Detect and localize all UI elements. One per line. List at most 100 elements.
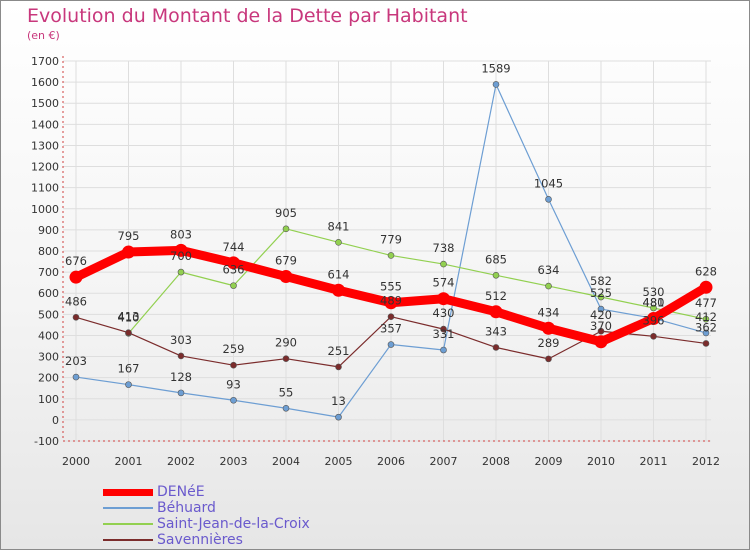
x-tick-label: 2011 bbox=[640, 455, 668, 468]
data-label: 512 bbox=[485, 289, 507, 303]
data-label: 803 bbox=[170, 227, 192, 241]
data-point bbox=[597, 305, 605, 313]
data-point bbox=[69, 270, 83, 284]
data-point bbox=[492, 81, 500, 88]
legend-swatch bbox=[103, 507, 153, 509]
data-label: 628 bbox=[695, 264, 717, 278]
y-tick-label: 700 bbox=[38, 266, 59, 279]
y-tick-label: 1300 bbox=[31, 139, 59, 152]
data-point bbox=[279, 270, 293, 284]
x-tick-label: 2002 bbox=[167, 455, 195, 468]
data-label: 303 bbox=[170, 333, 192, 347]
y-tick-label: 100 bbox=[38, 393, 59, 406]
data-point bbox=[545, 282, 552, 290]
data-point bbox=[177, 352, 185, 360]
data-label: 410 bbox=[118, 310, 140, 324]
data-point bbox=[437, 292, 450, 306]
data-point bbox=[387, 341, 395, 348]
data-label: 676 bbox=[65, 254, 87, 268]
data-point bbox=[332, 283, 345, 297]
data-point bbox=[597, 293, 605, 301]
legend-swatch bbox=[103, 488, 153, 496]
data-label: 1589 bbox=[481, 61, 510, 75]
data-label: 486 bbox=[65, 294, 87, 308]
x-tick-label: 2012 bbox=[692, 455, 720, 468]
data-label: 480 bbox=[643, 296, 665, 310]
data-point bbox=[230, 282, 237, 289]
data-point bbox=[440, 346, 447, 354]
y-tick-label: 800 bbox=[38, 245, 59, 258]
data-point bbox=[702, 329, 710, 337]
data-point bbox=[387, 313, 395, 320]
legend-item: Saint-Jean-de-la-Croix bbox=[103, 516, 310, 532]
data-label: 574 bbox=[433, 276, 455, 290]
y-tick-label: 1500 bbox=[31, 97, 59, 110]
data-label: 582 bbox=[590, 274, 612, 288]
data-point bbox=[492, 344, 500, 351]
y-tick-label: 300 bbox=[38, 351, 59, 364]
data-point bbox=[492, 271, 500, 279]
data-label: 289 bbox=[538, 336, 560, 350]
data-label: 362 bbox=[695, 320, 717, 334]
x-tick-label: 2001 bbox=[115, 455, 143, 468]
legend-label: Savennières bbox=[157, 532, 243, 548]
data-label: 413 bbox=[118, 310, 140, 324]
data-point bbox=[174, 243, 188, 257]
data-label: 481 bbox=[643, 295, 665, 309]
y-tick-label: 1000 bbox=[31, 203, 59, 216]
data-point bbox=[227, 256, 240, 270]
y-tick-label: 500 bbox=[38, 308, 59, 321]
data-label: 203 bbox=[65, 354, 87, 368]
x-tick-label: 2008 bbox=[482, 455, 510, 468]
legend-swatch bbox=[103, 523, 153, 525]
data-point bbox=[545, 195, 552, 203]
x-tick-label: 2005 bbox=[325, 455, 353, 468]
data-label: 795 bbox=[118, 229, 140, 243]
data-point bbox=[125, 381, 132, 388]
data-point bbox=[177, 389, 185, 397]
data-label: 331 bbox=[433, 327, 455, 341]
x-tick-label: 2003 bbox=[220, 455, 248, 468]
data-label: 55 bbox=[279, 385, 294, 399]
legend-swatch bbox=[103, 539, 153, 541]
data-label: 905 bbox=[275, 206, 297, 220]
y-tick-label: 1100 bbox=[31, 182, 59, 195]
data-point bbox=[335, 239, 342, 246]
data-label: 685 bbox=[485, 252, 507, 266]
data-label: 370 bbox=[590, 319, 612, 333]
data-label: 420 bbox=[590, 308, 612, 322]
data-label: 167 bbox=[118, 362, 140, 376]
data-label: 530 bbox=[643, 285, 665, 299]
data-point bbox=[282, 404, 290, 412]
data-point bbox=[335, 413, 342, 421]
data-label: 357 bbox=[380, 322, 402, 336]
data-point bbox=[122, 245, 135, 259]
data-label: 93 bbox=[226, 377, 241, 391]
data-point bbox=[702, 340, 710, 347]
legend-item: DENéE bbox=[103, 484, 310, 500]
data-point bbox=[230, 361, 237, 369]
series-line-2 bbox=[127, 228, 707, 334]
data-point bbox=[384, 296, 398, 310]
data-label: 1045 bbox=[534, 176, 563, 190]
data-label: 679 bbox=[275, 254, 297, 268]
legend-label: DENéE bbox=[157, 484, 205, 500]
chart-title: Evolution du Montant de la Dette par Hab… bbox=[27, 5, 468, 27]
y-tick-label: 1400 bbox=[31, 118, 59, 131]
legend-item: Béhuard bbox=[103, 500, 310, 516]
y-tick-label: 200 bbox=[38, 372, 59, 385]
data-point bbox=[440, 325, 447, 333]
data-point bbox=[387, 252, 395, 259]
data-point bbox=[489, 305, 503, 319]
data-label: 614 bbox=[328, 267, 350, 281]
data-label: 396 bbox=[643, 313, 665, 327]
data-label: 251 bbox=[328, 344, 350, 358]
x-tick-label: 2007 bbox=[430, 455, 458, 468]
data-point bbox=[282, 225, 290, 233]
data-point bbox=[230, 396, 237, 404]
data-point bbox=[282, 355, 290, 362]
y-tick-label: -100 bbox=[34, 435, 59, 448]
chart-subtitle: (en €) bbox=[27, 29, 60, 42]
